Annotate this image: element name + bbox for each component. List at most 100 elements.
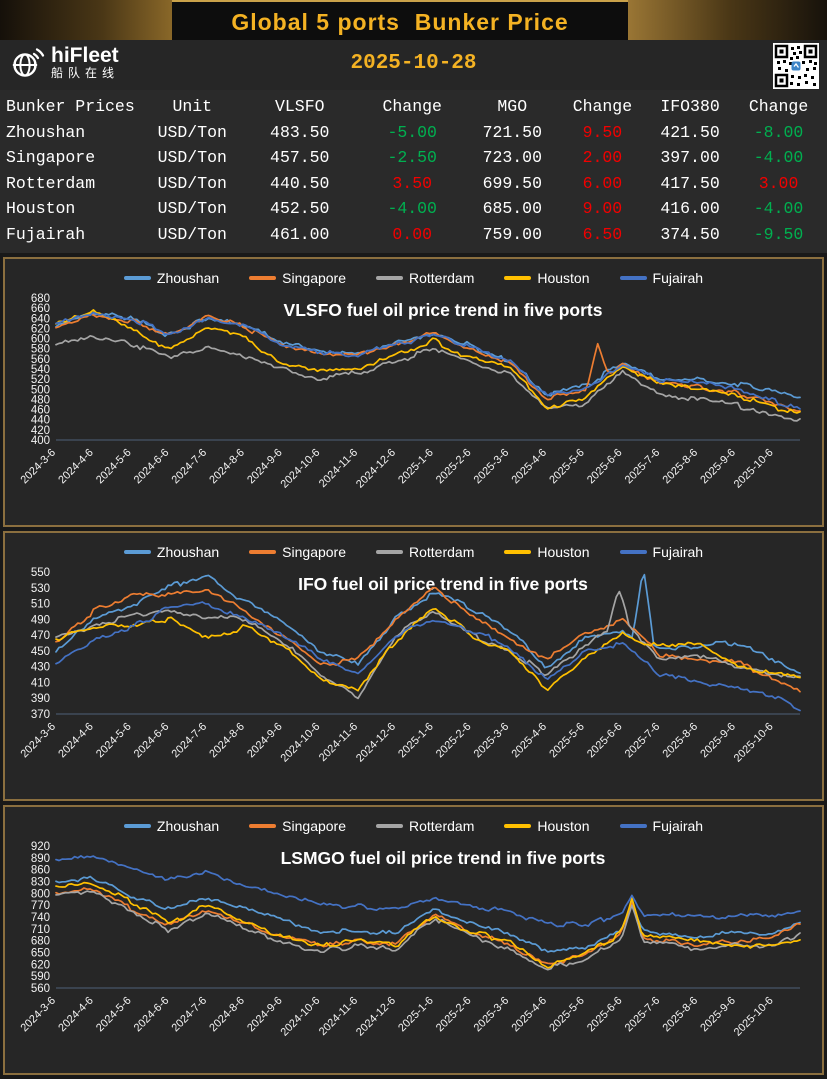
x-tick-label: 2025-2-6 — [434, 721, 474, 761]
x-tick-label: 2024-6-6 — [132, 995, 172, 1035]
legend-line-swatch — [123, 276, 151, 280]
x-tick-label: 2024-7-6 — [170, 721, 210, 761]
x-tick-label: 2025-2-6 — [434, 995, 474, 1035]
y-tick-label: 450 — [31, 646, 50, 658]
x-tick-label: 2025-5-6 — [547, 447, 587, 487]
x-tick-label: 2025-3-6 — [472, 447, 512, 487]
y-tick-label: 580 — [31, 344, 50, 356]
qr-code — [773, 43, 819, 89]
y-tick-label: 770 — [31, 900, 50, 912]
legend-item: Houston — [504, 270, 590, 286]
x-tick-label: 2024-8-6 — [207, 995, 247, 1035]
y-tick-label: 590 — [31, 971, 50, 983]
value-cell: 723.00 — [482, 148, 542, 168]
legend-label: Singapore — [282, 270, 346, 286]
series-line-singapore — [55, 887, 801, 966]
series-line-fujairah — [55, 601, 801, 712]
legend-line-swatch — [123, 550, 151, 554]
value-cell: 699.50 — [482, 173, 542, 193]
value-cell: 2.00 — [582, 148, 623, 168]
value-cell: 457.50 — [270, 148, 330, 168]
legend-line-swatch — [619, 276, 647, 280]
chart-panels: Zhoushan Singapore Rotterdam Houston Fujaira… — [0, 257, 827, 1075]
port-name-cell: Rotterdam — [6, 173, 96, 193]
x-tick-label: 2024-10-6 — [279, 721, 323, 765]
series-line-houston — [55, 309, 801, 414]
legend-label: Houston — [537, 544, 590, 560]
x-tick-label: 2025-7-6 — [623, 447, 663, 487]
y-tick-label: 710 — [31, 924, 50, 936]
value-cell: 6.00 — [582, 173, 623, 193]
y-tick-label: 680 — [31, 936, 50, 948]
report-date: 2025-10-28 — [350, 52, 477, 75]
series-line-rotterdam — [55, 590, 801, 700]
x-tick-label: 2025-9-6 — [698, 721, 738, 761]
legend-label: Singapore — [282, 818, 346, 834]
table-row: Houston USD/Ton 452.50 -4.00 685.00 9.00 416.0… — [0, 196, 827, 222]
x-tick-label: 2024-11-6 — [317, 721, 360, 764]
column-header: Unit — [172, 97, 213, 117]
x-tick-label: 2024-10-6 — [279, 995, 323, 1039]
y-tick-label: 530 — [31, 583, 50, 595]
legend-label: Fujairah — [652, 544, 704, 560]
series-line-singapore — [55, 586, 801, 693]
x-tick-label: 2025-6-6 — [585, 995, 625, 1035]
x-tick-label: 2025-1-6 — [396, 447, 436, 487]
logo-text: hiFleet 船队在线 — [51, 45, 119, 80]
x-tick-label: 2024-6-6 — [132, 447, 172, 487]
value-cell: 421.50 — [660, 122, 720, 142]
legend-item: Rotterdam — [376, 270, 474, 286]
y-tick-label: 830 — [31, 877, 50, 889]
value-cell: -2.50 — [387, 148, 437, 168]
top-section: Global 5 ports Bunker Price hiFleet 船队在线 — [0, 0, 827, 253]
value-cell: 9.00 — [582, 199, 623, 219]
value-cell: -8.00 — [753, 122, 804, 142]
x-tick-label: 2024-5-6 — [94, 721, 134, 761]
series-line-houston — [55, 608, 801, 692]
legend-label: Fujairah — [652, 818, 704, 834]
x-tick-label: 2024-8-6 — [207, 721, 247, 761]
x-tick-label: 2025-3-6 — [472, 721, 512, 761]
legend-item: Fujairah — [619, 818, 704, 834]
series-line-zhoushan — [55, 875, 801, 953]
hifleet-globe-icon — [12, 48, 45, 77]
value-cell: USD/Ton — [157, 224, 227, 244]
y-tick-label: 680 — [31, 293, 50, 305]
value-cell: -4.00 — [387, 199, 437, 219]
y-tick-label: 460 — [31, 405, 50, 417]
y-tick-label: 920 — [31, 841, 50, 853]
legend-label: Rotterdam — [409, 544, 475, 560]
y-tick-label: 520 — [31, 374, 50, 386]
x-tick-label: 2025-5-6 — [547, 995, 587, 1035]
value-cell: -9.50 — [753, 224, 804, 244]
chart-canvas-3: 9208908608308007707407106806506205905602… — [18, 841, 801, 1039]
legend-line-swatch — [249, 824, 277, 828]
gold-wedge-left — [0, 0, 186, 40]
legend-line-swatch — [619, 824, 647, 828]
chart-title: VLSFO fuel oil price trend in five ports — [284, 300, 603, 320]
value-cell: 9.50 — [582, 122, 623, 142]
column-header: Change — [748, 97, 809, 117]
x-tick-label: 2025-4-6 — [509, 995, 549, 1035]
y-tick-label: 470 — [31, 630, 50, 642]
column-header: Change — [382, 97, 442, 117]
y-tick-label: 480 — [31, 394, 50, 406]
x-tick-label: 2024-12-6 — [354, 995, 398, 1039]
value-cell: 440.50 — [270, 173, 330, 193]
y-tick-label: 390 — [31, 693, 50, 705]
legend-item: Rotterdam — [376, 544, 474, 560]
x-tick-label: 2025-8-6 — [661, 721, 701, 761]
legend-line-swatch — [376, 824, 403, 828]
x-tick-label: 2025-7-6 — [623, 995, 663, 1035]
x-tick-label: 2024-5-6 — [94, 447, 134, 487]
x-tick-label: 2025-6-6 — [585, 447, 625, 487]
y-tick-label: 400 — [31, 435, 50, 447]
value-cell: USD/Ton — [157, 122, 227, 142]
value-cell: 6.50 — [582, 224, 623, 244]
value-cell: -4.00 — [753, 148, 804, 168]
table-row: Singapore USD/Ton 457.50 -2.50 723.00 2.00 397… — [0, 145, 827, 171]
legend-line-swatch — [619, 550, 647, 554]
x-tick-label: 2024-5-6 — [94, 995, 134, 1035]
chart-panel-2: Zhoushan Singapore Rotterdam Houston Fujaira… — [3, 531, 824, 801]
x-tick-label: 2024-3-6 — [18, 447, 58, 487]
